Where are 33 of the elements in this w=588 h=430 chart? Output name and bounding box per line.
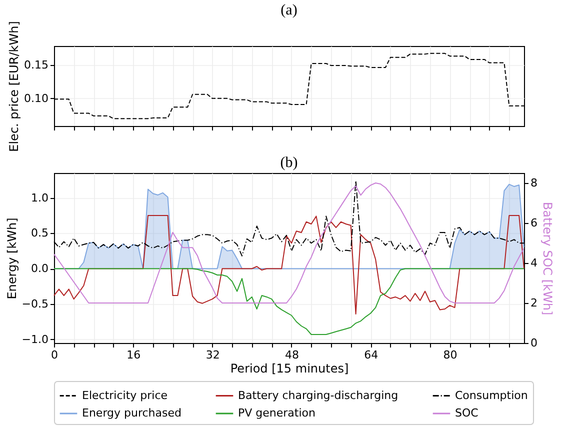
- x-axis-title: Period [15 minutes]: [230, 362, 349, 376]
- legend-label: PV generation: [238, 406, 316, 420]
- x-tick-label: 32: [206, 348, 220, 362]
- legend-label: Battery charging-discharging: [238, 388, 398, 402]
- y-tick-label: −1.0: [22, 332, 48, 346]
- y-tick-label: 0.10: [24, 92, 48, 105]
- legend-label: Electricity price: [82, 388, 168, 402]
- y2-tick-label: 0: [530, 336, 538, 350]
- y-tick-label: 0.5: [31, 226, 48, 240]
- line-series: [54, 182, 524, 304]
- y-axis-title: Elec. price [EUR/kWh]: [7, 21, 22, 152]
- y-axis-title: Energy [kWh]: [4, 218, 19, 300]
- legend-label: SOC: [455, 406, 479, 420]
- y2-tick-label: 2: [530, 296, 538, 310]
- y2-tick-label: 4: [530, 256, 538, 270]
- line-series: [54, 268, 524, 335]
- chart-title: (a): [280, 2, 298, 19]
- y-tick-label: −0.5: [22, 298, 48, 311]
- y2-axis-title: Battery SOC [kWh]: [540, 202, 554, 316]
- legend-label: Energy purchased: [82, 406, 182, 420]
- chart-title: (b): [280, 155, 298, 171]
- x-tick-label: 64: [364, 348, 378, 362]
- legend-label: Consumption: [455, 388, 528, 402]
- x-tick-label: 80: [443, 348, 458, 362]
- y2-tick-label: 6: [530, 216, 538, 230]
- x-tick-label: 48: [284, 348, 299, 362]
- y-tick-label: 1.0: [31, 191, 48, 204]
- y2-tick-label: 8: [530, 176, 538, 190]
- x-tick-label: 16: [126, 348, 141, 362]
- line-series: [54, 215, 524, 314]
- y-tick-label: 0.0: [31, 262, 48, 276]
- x-tick-label: 0: [51, 348, 58, 362]
- y-tick-label: 0.15: [24, 58, 48, 72]
